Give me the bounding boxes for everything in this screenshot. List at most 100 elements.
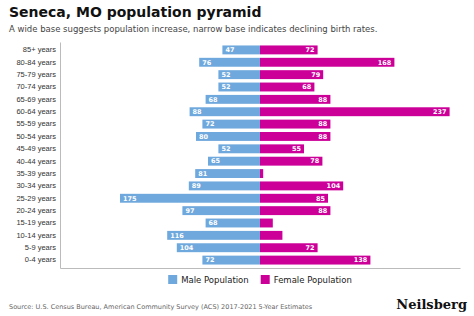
tick-label: 80-84 years: [16, 58, 56, 67]
bar: [195, 169, 260, 178]
data-label: 80: [199, 133, 209, 141]
bar: [260, 231, 282, 240]
bar: [120, 194, 260, 203]
tick: 45-49 years: [16, 144, 56, 153]
tick: 10-14 years: [16, 231, 56, 240]
tick: 40-44 years: [16, 157, 56, 166]
bar: [260, 243, 318, 252]
legend-label: Male Population: [181, 275, 249, 285]
bar: [222, 45, 260, 54]
bar: [202, 120, 260, 129]
data-label: 52: [221, 83, 230, 91]
data-label: 52: [221, 71, 230, 79]
legend-label: Female Population: [274, 275, 352, 285]
bar: [260, 95, 330, 104]
data-label: 104: [180, 244, 194, 252]
bar: [182, 206, 260, 215]
bar: [260, 58, 394, 67]
data-label: 72: [306, 244, 315, 252]
tick-label: 60-64 years: [16, 107, 56, 116]
data-label: 72: [205, 256, 214, 264]
bar: [260, 256, 370, 265]
data-label: 88: [318, 207, 328, 215]
data-label: 97: [185, 207, 194, 215]
tick-label: 75-79 years: [16, 70, 56, 79]
x-axis: [61, 268, 461, 269]
data-label: 65: [211, 157, 221, 165]
bar: [167, 231, 260, 240]
bar: [218, 83, 260, 92]
bar: [260, 169, 263, 178]
legend-item: Female Population: [261, 275, 352, 285]
tick: 5-9 years: [25, 243, 57, 252]
legend-item: Male Population: [168, 275, 249, 285]
bar: [206, 95, 260, 104]
tick: 60-64 years: [16, 107, 56, 116]
legend-swatch: [261, 275, 270, 284]
title: Seneca, MO population pyramid: [9, 4, 261, 20]
data-label: 88: [193, 108, 203, 116]
x-axis-line: [61, 268, 461, 269]
tick-label: 30-34 years: [16, 181, 56, 190]
bar: [260, 194, 328, 203]
data-label: 79: [311, 71, 321, 79]
bar: [260, 83, 314, 92]
tick: 20-24 years: [16, 206, 56, 215]
bar: [260, 70, 323, 79]
data-label: 116: [170, 232, 184, 240]
legend-swatch: [168, 275, 177, 284]
tick: 70-74 years: [16, 82, 56, 91]
data-label: 175: [123, 195, 137, 203]
bar: [260, 206, 330, 215]
data-label: 89: [192, 182, 202, 190]
data-label: 168: [378, 59, 392, 67]
tick-label: 50-54 years: [16, 132, 56, 141]
bar: [206, 219, 260, 228]
bar: [199, 58, 260, 67]
legend: Male Population Female Population: [168, 275, 352, 285]
tick: 25-29 years: [16, 194, 56, 203]
tick: 75-79 years: [16, 70, 56, 79]
y-axis-line: [60, 43, 61, 269]
y-axis: 85+ years 80-84 years 75-79 years 70-74 yea…: [16, 43, 60, 269]
bar: [202, 256, 260, 265]
bar: [260, 107, 450, 116]
data-label: 52: [221, 145, 230, 153]
brand: Neilsberg: [396, 297, 467, 312]
tick-label: 40-44 years: [16, 157, 56, 166]
tick: 85+ years: [23, 45, 56, 54]
source: Source: U.S. Census Bureau, American Com…: [9, 303, 313, 311]
tick-label: 45-49 years: [16, 144, 56, 153]
tick-label: 70-74 years: [16, 82, 56, 91]
bar: [189, 181, 260, 190]
tick: 30-34 years: [16, 181, 56, 190]
data-label: 72: [205, 120, 214, 128]
bar: [260, 219, 273, 228]
tick: 15-19 years: [16, 218, 56, 227]
tick-label: 5-9 years: [25, 243, 57, 252]
bar: [196, 132, 260, 141]
data-label: 68: [209, 219, 219, 227]
bar: [260, 45, 318, 54]
tick: 80-84 years: [16, 58, 56, 67]
tick: 50-54 years: [16, 132, 56, 141]
data-label: 81: [198, 170, 208, 178]
data-label: 88: [318, 133, 328, 141]
data-label: 68: [302, 83, 312, 91]
data-label: 88: [318, 120, 328, 128]
data-label: 78: [310, 157, 320, 165]
tick-label: 15-19 years: [16, 218, 56, 227]
data-label: 104: [327, 182, 341, 190]
chart: Seneca, MO population pyramid A wide base…: [0, 0, 474, 316]
tick-label: 65-69 years: [16, 95, 56, 104]
bar: [190, 107, 260, 116]
tick-label: 85+ years: [23, 45, 56, 54]
tick-label: 35-39 years: [16, 169, 56, 178]
subtitle: A wide base suggests population increase…: [9, 24, 377, 34]
data-label: 72: [306, 46, 315, 54]
bar: [260, 181, 343, 190]
bars: [120, 45, 450, 264]
bar: [208, 157, 260, 166]
tick: 65-69 years: [16, 95, 56, 104]
data-label: 237: [433, 108, 447, 116]
